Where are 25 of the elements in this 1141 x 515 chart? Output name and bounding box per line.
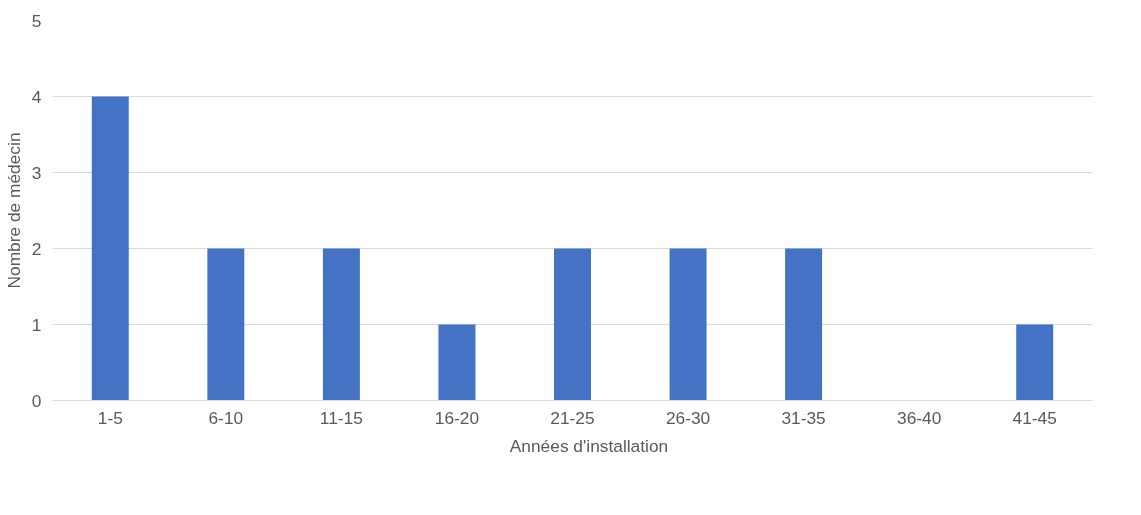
bar	[669, 248, 707, 401]
y-axis-title: Nombre de médecin	[3, 132, 24, 289]
x-tick-label: 16-20	[434, 407, 480, 428]
bar	[554, 248, 591, 401]
bar	[91, 96, 129, 401]
bar	[207, 248, 245, 401]
y-tick-label: 5	[31, 10, 42, 31]
x-tick-label: 36-40	[897, 407, 942, 428]
bar	[785, 248, 823, 401]
bar	[322, 248, 360, 401]
x-tick-label: 1-5	[97, 407, 123, 428]
text: Années d'installation	[509, 435, 669, 457]
x-tick-label: 21-25	[550, 407, 595, 428]
x-tick-label: 6-10	[208, 407, 244, 428]
bar	[1016, 324, 1054, 401]
x-tick-label: 26-30	[665, 407, 711, 428]
y-tick-label: 4	[31, 86, 42, 107]
y-tick-label: 0	[31, 390, 42, 411]
y-tick-label: 1	[31, 314, 42, 335]
x-tick-label: 41-45	[1012, 407, 1057, 428]
y-tick-label: 2	[31, 238, 42, 259]
y-tick-label: 3	[31, 162, 42, 183]
bar	[438, 324, 476, 401]
x-tick-label: 31-35	[781, 407, 826, 428]
x-tick-label: 11-15	[319, 407, 363, 428]
